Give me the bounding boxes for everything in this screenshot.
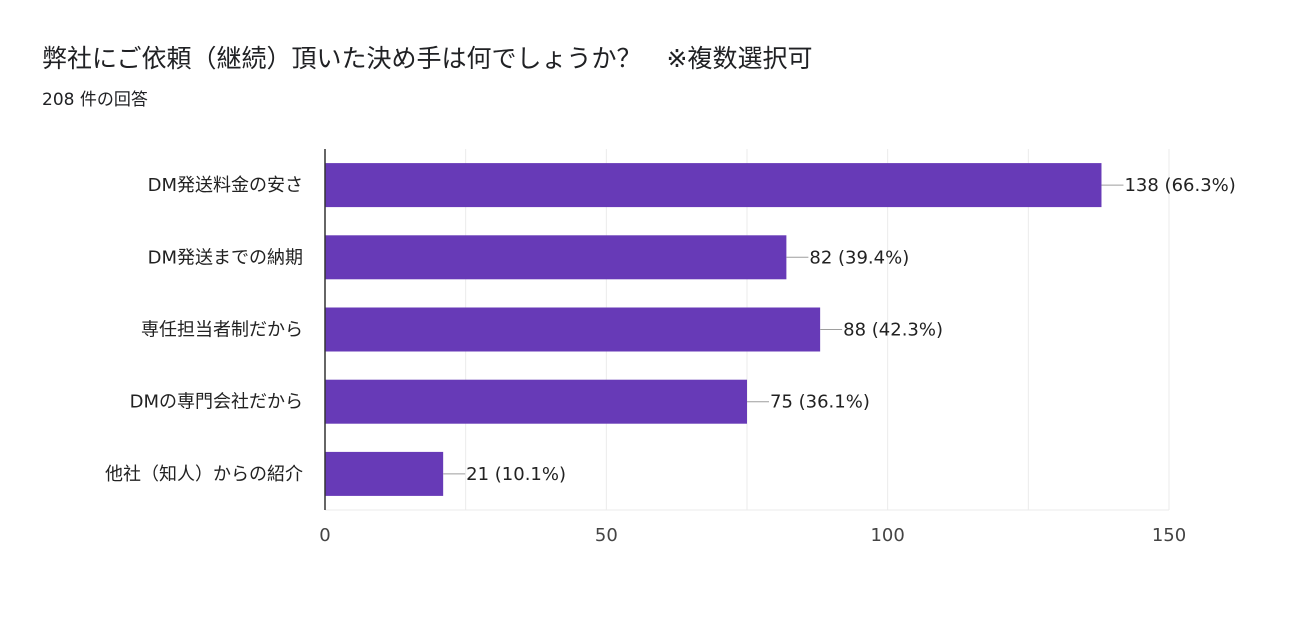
data-label: 82 (39.4%) (809, 247, 909, 268)
x-tick-label: 150 (1152, 525, 1186, 546)
category-label: DM発送までの納期 (148, 247, 303, 268)
category-label: 他社（知人）からの紹介 (105, 464, 303, 485)
category-label: DM発送料金の安さ (148, 175, 303, 196)
x-tick-label: 100 (870, 525, 904, 546)
data-label: 138 (66.3%) (1124, 175, 1235, 196)
data-label: 75 (36.1%) (770, 392, 870, 413)
data-label: 21 (10.1%) (466, 464, 566, 485)
question-title: 弊社にご依頼（継続）頂いた決め手は何でしょうか？ ※複数選択可 (42, 44, 813, 73)
response-count: 208 件の回答 (42, 90, 148, 110)
bar (325, 235, 787, 280)
category-label: 専任担当者制だから (141, 320, 303, 341)
data-label: 88 (42.3%) (843, 320, 943, 341)
bar (325, 379, 747, 424)
category-label: DMの専門会社だから (130, 392, 303, 413)
bar (325, 307, 821, 352)
x-tick-label: 0 (319, 525, 330, 546)
x-tick-label: 50 (595, 525, 618, 546)
bar (325, 163, 1102, 208)
bar (325, 451, 444, 496)
